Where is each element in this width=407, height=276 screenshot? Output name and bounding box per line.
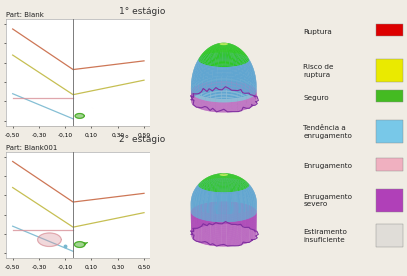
Bar (376, 120, 403, 143)
Bar (376, 189, 403, 212)
Bar (376, 59, 403, 82)
Text: 2° estágio: 2° estágio (119, 135, 166, 144)
Text: Seguro: Seguro (303, 95, 329, 101)
Bar (376, 24, 403, 36)
Text: Enrugamento
severo: Enrugamento severo (303, 194, 352, 207)
Polygon shape (38, 233, 61, 246)
Text: Tendência a
enrugamento: Tendência a enrugamento (303, 125, 352, 139)
Text: Enrugamento: Enrugamento (303, 163, 352, 169)
Bar (376, 158, 403, 171)
Text: Part: Blank001: Part: Blank001 (6, 145, 57, 151)
Bar (376, 90, 403, 102)
Polygon shape (74, 242, 85, 247)
Text: Ruptura: Ruptura (303, 29, 332, 35)
Text: 1° estágio: 1° estágio (119, 7, 166, 16)
Bar (376, 224, 403, 247)
Polygon shape (75, 113, 84, 118)
Text: Risco de
ruptura: Risco de ruptura (303, 64, 334, 78)
Text: Estiramento
insuficiente: Estiramento insuficiente (303, 229, 347, 243)
Text: Part: Blank: Part: Blank (6, 12, 44, 18)
